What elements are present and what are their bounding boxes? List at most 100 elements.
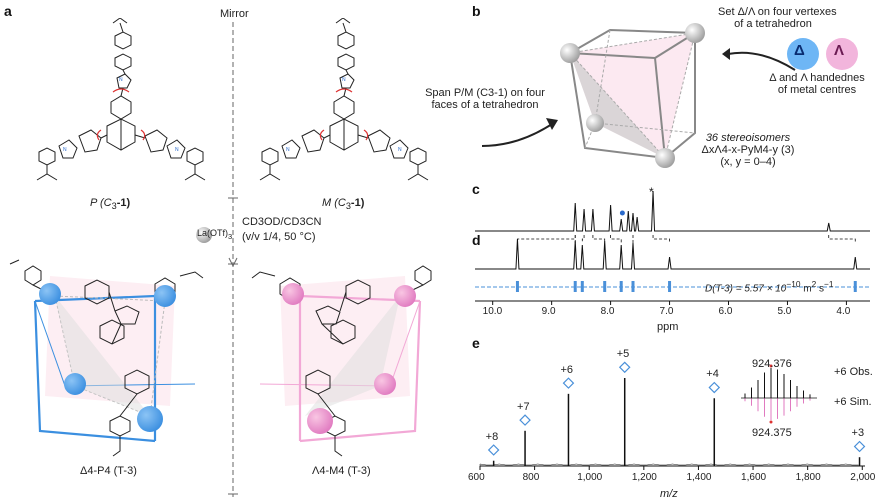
lanthanum-ball-icon bbox=[196, 227, 212, 243]
faces-arrow bbox=[481, 118, 558, 147]
nmr-dot bbox=[619, 210, 625, 216]
ms-peak-label: +6 bbox=[560, 363, 573, 376]
dosy-mark bbox=[668, 281, 672, 292]
ms-peak-diamond bbox=[853, 440, 866, 453]
ms-peak-diamond bbox=[618, 361, 631, 374]
inset-obs-label: +6 Obs. bbox=[834, 366, 873, 378]
dosy-mark bbox=[631, 281, 635, 292]
inset-sim-marker bbox=[769, 420, 773, 424]
mz-tick-label: 1,000 bbox=[577, 472, 603, 483]
nmr-correlation-line bbox=[828, 235, 856, 243]
panel-letter-e: e bbox=[472, 335, 480, 351]
stereo-line-1: 36 stereoisomers bbox=[705, 132, 791, 144]
svg-text:N: N bbox=[342, 77, 346, 83]
diffusion-exp: −10 bbox=[786, 279, 801, 289]
vertex-arrow bbox=[722, 48, 796, 71]
ms-peak-label: +4 bbox=[706, 368, 719, 381]
diffusion-unit-tail-exp: −1 bbox=[824, 279, 834, 289]
delta-cage-label: Δ4-P4 (T-3) bbox=[80, 465, 137, 477]
ppm-tick-label: 9.0 bbox=[541, 306, 556, 317]
nmr-correlation-line bbox=[592, 235, 606, 243]
lambda-badge-icon bbox=[826, 38, 858, 70]
p-label: P (C bbox=[90, 197, 112, 209]
m-ligand-label: M (C3-1) bbox=[322, 197, 364, 211]
dosy-mark bbox=[603, 281, 607, 292]
hand-line-1: Δ and Λ handednes bbox=[769, 72, 865, 84]
reagent-label: La(OTf)3 bbox=[197, 228, 232, 241]
delta-badge-icon bbox=[787, 38, 819, 70]
span-line-2: faces of a tetrahedron bbox=[431, 99, 539, 111]
nmr-trace-c bbox=[475, 190, 870, 232]
ms-peak-diamond bbox=[487, 444, 500, 456]
ms-peak-diamond bbox=[562, 377, 575, 389]
mz-tick-label: 2,000 bbox=[850, 472, 876, 483]
nmr-correlation-line bbox=[517, 235, 576, 243]
p-label-tail: -1) bbox=[116, 197, 131, 209]
diffusion-unit-tail: s bbox=[816, 283, 825, 295]
ms-peak-label: +5 bbox=[616, 348, 630, 360]
m-label-tail: -1) bbox=[350, 197, 365, 209]
mz-tick-label: 800 bbox=[522, 472, 540, 483]
p-ligand-structure: N N N bbox=[36, 18, 206, 181]
diffusion-annotation: D(T-3) = 5.57 × 10−10 m2 s−1 bbox=[705, 279, 834, 294]
mz-tick-label: 1,800 bbox=[795, 472, 821, 483]
mz-tick-label: 1,600 bbox=[741, 472, 767, 483]
svg-text:N: N bbox=[63, 147, 67, 153]
nmr-correlation-line bbox=[581, 235, 585, 243]
ppm-tick-label: 10.0 bbox=[482, 306, 503, 317]
handedness-text: Δ and Λ handednes of metal centres bbox=[762, 72, 872, 96]
mz-tick-label: 1,200 bbox=[631, 472, 657, 483]
nmr-spectra bbox=[475, 190, 870, 305]
stereo-line-2: ΔxΛ4-x-PyM4-y (3) bbox=[701, 144, 795, 156]
ppm-tick-label: 6.0 bbox=[718, 306, 733, 317]
set-line-1: Set Δ/Λ on four vertexes bbox=[718, 6, 837, 18]
p-ligand-label: P (C3-1) bbox=[90, 197, 130, 211]
nmr-trace-d bbox=[475, 238, 870, 270]
inset-obs-value: 924.376 bbox=[752, 358, 792, 370]
mass-spectrum bbox=[479, 361, 866, 470]
dosy-mark bbox=[573, 281, 577, 292]
ms-baseline bbox=[479, 463, 859, 466]
nmr-correlation-line bbox=[610, 235, 622, 243]
lambda-cage-structure bbox=[251, 265, 432, 457]
lambda-cage-label: Λ4-M4 (T-3) bbox=[312, 465, 371, 477]
stereoisomers-text: 36 stereoisomers ΔxΛ4-x-PyM4-y (3) (x, y… bbox=[688, 132, 808, 168]
ppm-tick-label: 5.0 bbox=[777, 306, 792, 317]
svg-text:N: N bbox=[175, 147, 179, 153]
inset-obs-marker bbox=[769, 364, 773, 368]
m-ligand-structure: N N N bbox=[259, 18, 429, 181]
diffusion-unit-exp: 2 bbox=[811, 279, 817, 289]
impurity-star: * bbox=[649, 185, 654, 199]
span-line-1: Span P/M (C3-1) on four bbox=[425, 87, 545, 99]
ms-peak-label: +7 bbox=[517, 400, 530, 413]
set-vertex-text: Set Δ/Λ on four vertexes of a tetrahedro… bbox=[718, 6, 837, 30]
ppm-tick-label: 8.0 bbox=[600, 306, 615, 317]
ms-peak-label: +8 bbox=[485, 430, 499, 443]
conditions-label: (v/v 1/4, 50 °C) bbox=[242, 231, 316, 243]
p-label-sub: 3 bbox=[111, 201, 117, 212]
svg-text:N: N bbox=[119, 77, 123, 83]
ppm-tick-label: 4.0 bbox=[836, 306, 851, 317]
inset-sim-label: +6 Sim. bbox=[834, 396, 872, 408]
delta-badge-text: Δ bbox=[794, 42, 805, 59]
mz-tick-label: 600 bbox=[468, 472, 485, 483]
m-label: M (C bbox=[322, 197, 346, 209]
dosy-mark bbox=[853, 281, 857, 292]
reagent-text: La(OTf) bbox=[197, 228, 229, 238]
ppm-tick-label: 7.0 bbox=[659, 306, 674, 317]
tetrahedron-cube-diagram bbox=[560, 23, 705, 168]
panel-letter-d: d bbox=[472, 232, 481, 248]
nmr-correlation-line bbox=[652, 235, 670, 243]
stereo-line-3: (x, y = 0–4) bbox=[720, 156, 776, 168]
mz-axis-label: m/z bbox=[660, 488, 678, 500]
ms-peak-label: +3 bbox=[851, 427, 865, 440]
panel-letter-c: c bbox=[472, 181, 480, 197]
dosy-mark bbox=[515, 281, 519, 292]
diffusion-unit: m bbox=[800, 283, 812, 295]
mirror-line bbox=[228, 22, 238, 497]
set-line-2: of a tetrahedron bbox=[734, 18, 812, 30]
panel-letter-b: b bbox=[472, 3, 481, 19]
solvent-label: CD3OD/CD3CN bbox=[242, 216, 322, 228]
reagent-sub: 3 bbox=[228, 231, 233, 241]
delta-cage-structure bbox=[9, 259, 204, 457]
